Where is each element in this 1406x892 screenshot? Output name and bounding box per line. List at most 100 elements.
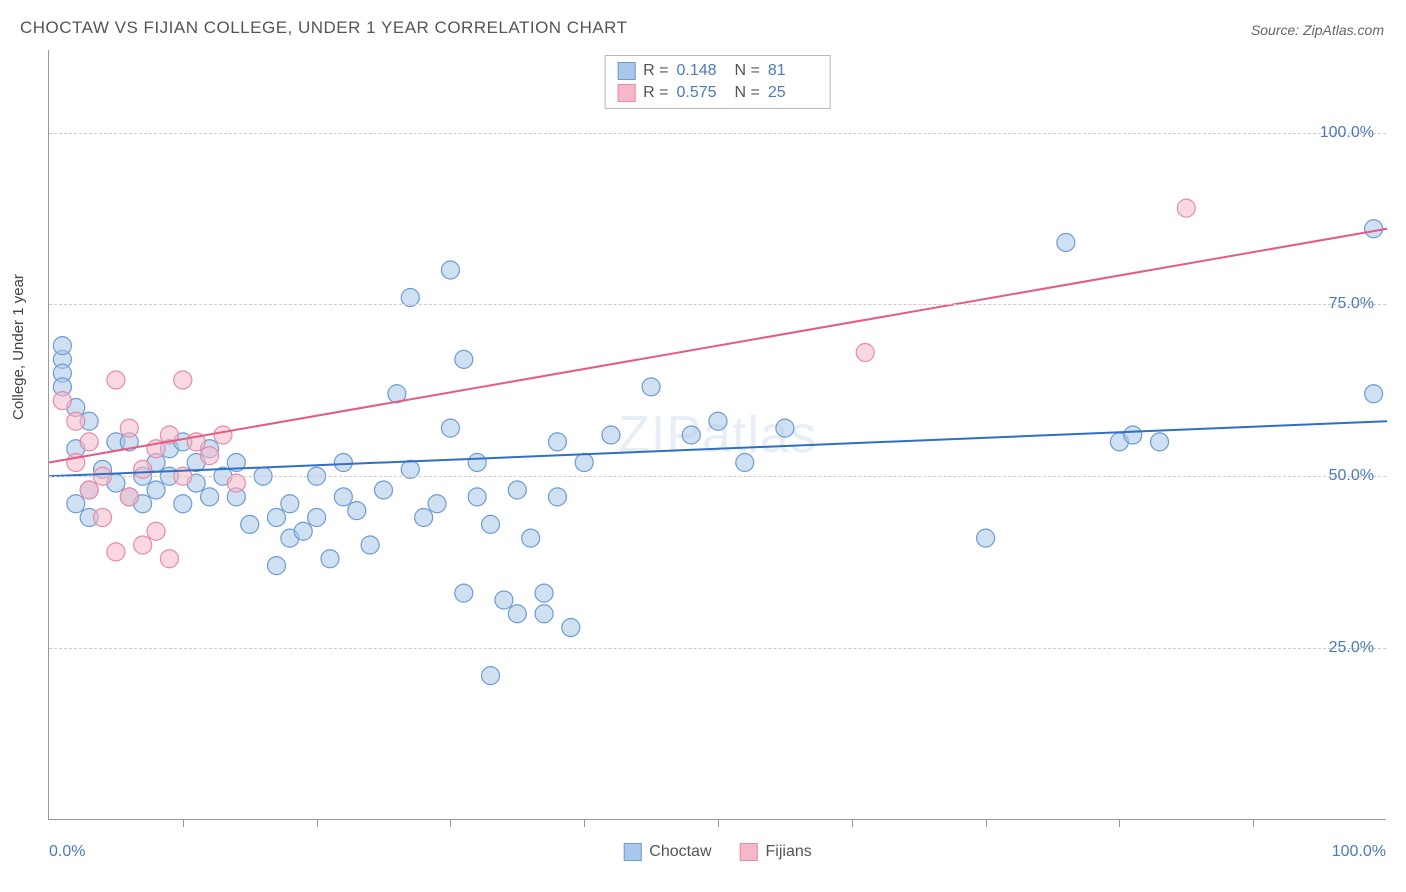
legend-swatch	[740, 843, 758, 861]
x-tick	[718, 819, 719, 827]
x-tick	[584, 819, 585, 827]
data-point	[562, 619, 580, 637]
data-point	[375, 481, 393, 499]
y-axis-label: College, Under 1 year	[10, 274, 27, 420]
data-point	[548, 433, 566, 451]
data-point	[441, 261, 459, 279]
legend-series-label: Fijians	[766, 843, 812, 861]
legend-n-value: 25	[768, 84, 818, 102]
data-point	[214, 426, 232, 444]
data-point	[80, 481, 98, 499]
data-point	[160, 550, 178, 568]
x-axis-min-label: 0.0%	[49, 843, 85, 861]
data-point	[267, 557, 285, 575]
data-point	[334, 488, 352, 506]
legend-n-value: 81	[768, 62, 818, 80]
data-point	[174, 371, 192, 389]
data-point	[522, 529, 540, 547]
data-point	[1177, 199, 1195, 217]
gridline	[49, 304, 1386, 305]
data-point	[308, 509, 326, 527]
data-point	[455, 350, 473, 368]
y-tick-label: 75.0%	[1329, 295, 1374, 313]
data-point	[1365, 220, 1383, 238]
data-point	[53, 337, 71, 355]
data-point	[776, 419, 794, 437]
data-point	[1057, 234, 1075, 252]
data-point	[736, 454, 754, 472]
data-point	[147, 481, 165, 499]
data-point	[1365, 385, 1383, 403]
x-axis-max-label: 100.0%	[1332, 843, 1386, 861]
data-point	[201, 488, 219, 506]
legend-series-item: Choctaw	[623, 843, 711, 861]
x-tick	[183, 819, 184, 827]
x-tick	[317, 819, 318, 827]
data-point	[428, 495, 446, 513]
data-point	[120, 488, 138, 506]
legend-swatch	[617, 62, 635, 80]
data-point	[682, 426, 700, 444]
chart-area: ZIPatlas R = 0.148 N = 81 R = 0.575 N = …	[48, 50, 1386, 820]
data-point	[94, 509, 112, 527]
data-point	[468, 454, 486, 472]
data-point	[575, 454, 593, 472]
y-tick-label: 100.0%	[1320, 124, 1374, 142]
source-label: Source: ZipAtlas.com	[1251, 22, 1384, 38]
data-point	[120, 419, 138, 437]
data-point	[508, 481, 526, 499]
data-point	[241, 515, 259, 533]
x-tick	[986, 819, 987, 827]
data-point	[294, 522, 312, 540]
data-point	[361, 536, 379, 554]
scatter-plot	[49, 50, 1386, 819]
y-tick-label: 25.0%	[1329, 639, 1374, 657]
legend-series-label: Choctaw	[649, 843, 711, 861]
data-point	[468, 488, 486, 506]
legend-swatch	[623, 843, 641, 861]
legend-r-value: 0.575	[677, 84, 727, 102]
data-point	[977, 529, 995, 547]
x-tick	[1253, 819, 1254, 827]
x-tick	[852, 819, 853, 827]
data-point	[107, 371, 125, 389]
data-point	[348, 502, 366, 520]
data-point	[201, 447, 219, 465]
legend-series-item: Fijians	[740, 843, 812, 861]
legend-n-label: N =	[735, 84, 760, 102]
data-point	[107, 543, 125, 561]
data-point	[709, 412, 727, 430]
data-point	[147, 522, 165, 540]
data-point	[495, 591, 513, 609]
legend-r-value: 0.148	[677, 62, 727, 80]
data-point	[455, 584, 473, 602]
x-tick	[450, 819, 451, 827]
legend-row: R = 0.148 N = 81	[617, 60, 818, 82]
legend-swatch	[617, 84, 635, 102]
data-point	[53, 392, 71, 410]
data-point	[441, 419, 459, 437]
legend-series: Choctaw Fijians	[623, 843, 811, 861]
data-point	[281, 495, 299, 513]
data-point	[67, 412, 85, 430]
data-point	[602, 426, 620, 444]
data-point	[642, 378, 660, 396]
data-point	[415, 509, 433, 527]
data-point	[80, 433, 98, 451]
data-point	[321, 550, 339, 568]
data-point	[856, 344, 874, 362]
legend-r-label: R =	[643, 62, 668, 80]
data-point	[482, 667, 500, 685]
data-point	[535, 584, 553, 602]
data-point	[67, 495, 85, 513]
data-point	[134, 536, 152, 554]
legend-row: R = 0.575 N = 25	[617, 82, 818, 104]
x-tick	[1119, 819, 1120, 827]
data-point	[482, 515, 500, 533]
data-point	[1124, 426, 1142, 444]
data-point	[267, 509, 285, 527]
y-tick-label: 50.0%	[1329, 467, 1374, 485]
gridline	[49, 648, 1386, 649]
data-point	[535, 605, 553, 623]
gridline	[49, 133, 1386, 134]
